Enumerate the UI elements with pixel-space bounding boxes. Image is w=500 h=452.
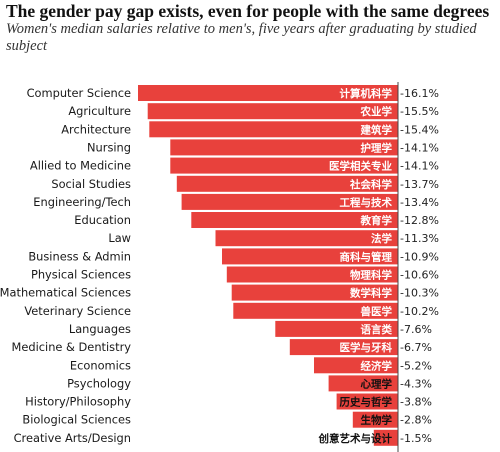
bar (170, 139, 398, 156)
bar (231, 284, 398, 301)
bar (314, 357, 398, 374)
category-label: Biological Sciences (22, 413, 131, 427)
category-label: Architecture (61, 122, 131, 136)
bar-inner-label: 护理学 (361, 141, 393, 154)
bar (336, 393, 398, 410)
chart-subtitle: Women's median salaries relative to men'… (6, 21, 477, 54)
value-label: -13.7% (400, 178, 439, 191)
bar (373, 429, 398, 446)
category-label: Creative Arts/Design (14, 431, 131, 445)
bar (233, 302, 398, 319)
bar-inner-label: 数学科学 (349, 287, 392, 300)
bar (222, 248, 398, 265)
value-label: -1.5% (400, 432, 432, 445)
bar-inner-label: 建筑学 (360, 123, 393, 136)
value-label: -10.6% (400, 269, 439, 282)
value-label: -15.5% (400, 105, 439, 118)
bar (138, 85, 398, 101)
bar-inner-label: 语言类 (361, 323, 393, 336)
bar (176, 175, 398, 192)
category-label: Business & Admin (28, 249, 131, 263)
value-label: -15.4% (400, 123, 439, 136)
category-label: Veterinary Science (24, 304, 131, 318)
category-label: Agriculture (68, 104, 131, 118)
chart-title: The gender pay gap exists, even for peop… (6, 1, 490, 21)
category-label: Medicine & Dentistry (12, 340, 132, 354)
bar-inner-label: 经济学 (361, 359, 393, 372)
value-label: -10.2% (400, 305, 439, 318)
bar (149, 121, 398, 138)
category-label: Economics (70, 358, 131, 372)
category-label: Allied to Medicine (30, 159, 131, 173)
category-label: Languages (69, 322, 131, 336)
bar (275, 320, 398, 337)
category-label: Social Studies (51, 177, 131, 191)
value-label: -10.9% (400, 250, 439, 263)
category-label: Education (74, 213, 131, 227)
bar (328, 375, 398, 392)
value-label: -16.1% (400, 87, 439, 100)
bar-inner-label: 医学相关专业 (329, 160, 392, 173)
bar-inner-label: 法学 (371, 232, 392, 245)
category-label: Physical Sciences (31, 268, 131, 282)
value-label: -10.3% (400, 287, 439, 300)
category-label: Mathematical Sciences (0, 286, 131, 300)
bar-inner-label: 心理学 (361, 377, 393, 390)
value-label: -13.4% (400, 196, 439, 209)
bar (191, 212, 398, 228)
value-label: -7.6% (400, 323, 432, 336)
bar (181, 193, 398, 210)
value-label: -3.8% (400, 396, 432, 409)
bar-inner-label: 商科与管理 (340, 250, 393, 263)
bar (147, 103, 398, 120)
bar-inner-label: 社会科学 (349, 178, 392, 191)
bar-inner-label: 创意艺术与设计 (318, 432, 393, 445)
value-label: -5.2% (400, 359, 432, 372)
bar (226, 266, 398, 283)
value-label: -14.1% (400, 160, 439, 173)
bar-inner-label: 教育学 (360, 214, 393, 227)
bar-inner-label: 农业学 (360, 105, 393, 118)
value-label: -4.3% (400, 377, 432, 390)
bar-inner-label: 历史与哲学 (340, 396, 393, 409)
value-label: -6.7% (400, 341, 432, 354)
value-label: -11.3% (400, 232, 439, 245)
value-label: -14.1% (400, 141, 439, 154)
category-label: Nursing (87, 140, 131, 154)
bar (289, 339, 398, 356)
bar-inner-label: 计算机科学 (340, 87, 393, 100)
bar-inner-label: 工程与技术 (340, 196, 393, 209)
category-label: Law (108, 231, 131, 245)
bar (170, 157, 398, 174)
bar-inner-label: 兽医学 (361, 305, 393, 318)
bar (352, 411, 398, 428)
category-label: Computer Science (27, 86, 131, 100)
bar-inner-label: 生物学 (361, 414, 393, 427)
value-label: -12.8% (400, 214, 439, 227)
bar (215, 230, 398, 247)
category-label: History/Philosophy (25, 395, 131, 409)
value-label: -2.8% (400, 414, 432, 427)
bar-inner-label: 物理科学 (350, 269, 392, 282)
category-label: Engineering/Tech (33, 195, 131, 209)
category-label: Psychology (67, 376, 131, 390)
bar-inner-label: 医学与牙科 (340, 341, 393, 354)
